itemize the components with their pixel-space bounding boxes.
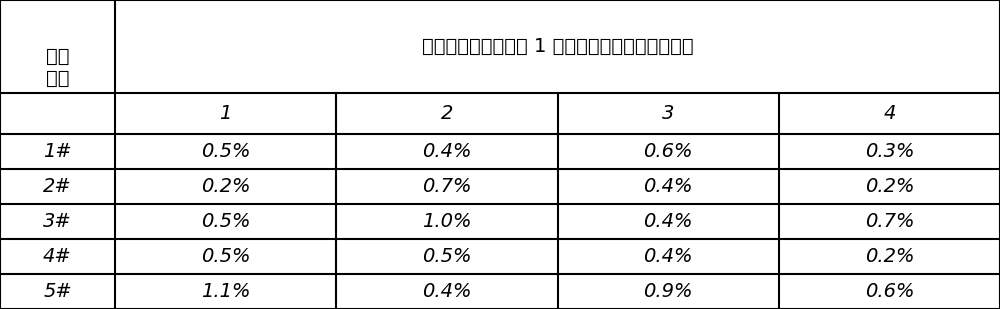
- Text: 0.4%: 0.4%: [643, 247, 693, 266]
- Text: 0.5%: 0.5%: [201, 247, 250, 266]
- Text: 0.4%: 0.4%: [643, 177, 693, 196]
- Text: 1.1%: 1.1%: [201, 282, 250, 301]
- Text: 固化
室号: 固化 室号: [46, 47, 69, 88]
- Text: 4: 4: [883, 104, 896, 123]
- Text: 0.4%: 0.4%: [422, 142, 472, 161]
- Text: 0.2%: 0.2%: [865, 247, 914, 266]
- Text: 1#: 1#: [43, 142, 72, 161]
- Text: 4#: 4#: [43, 247, 72, 266]
- Text: 0.9%: 0.9%: [643, 282, 693, 301]
- Text: 2#: 2#: [43, 177, 72, 196]
- Text: 0.3%: 0.3%: [865, 142, 914, 161]
- Text: 0.4%: 0.4%: [422, 282, 472, 301]
- Text: 0.7%: 0.7%: [422, 177, 472, 196]
- Text: 0.6%: 0.6%: [865, 282, 914, 301]
- Text: 0.2%: 0.2%: [865, 177, 914, 196]
- Text: 0.6%: 0.6%: [643, 142, 693, 161]
- Text: 5#: 5#: [43, 282, 72, 301]
- Text: 3: 3: [662, 104, 674, 123]
- Text: 0.4%: 0.4%: [643, 212, 693, 231]
- Text: 0.2%: 0.2%: [201, 177, 250, 196]
- Text: 强度测试（正反面各 1 次，极板减少重量百分比）: 强度测试（正反面各 1 次，极板减少重量百分比）: [422, 37, 693, 56]
- Text: 0.7%: 0.7%: [865, 212, 914, 231]
- Text: 0.5%: 0.5%: [201, 142, 250, 161]
- Text: 2: 2: [441, 104, 453, 123]
- Text: 0.5%: 0.5%: [422, 247, 472, 266]
- Text: 1: 1: [219, 104, 232, 123]
- Text: 3#: 3#: [43, 212, 72, 231]
- Text: 0.5%: 0.5%: [201, 212, 250, 231]
- Text: 1.0%: 1.0%: [422, 212, 472, 231]
